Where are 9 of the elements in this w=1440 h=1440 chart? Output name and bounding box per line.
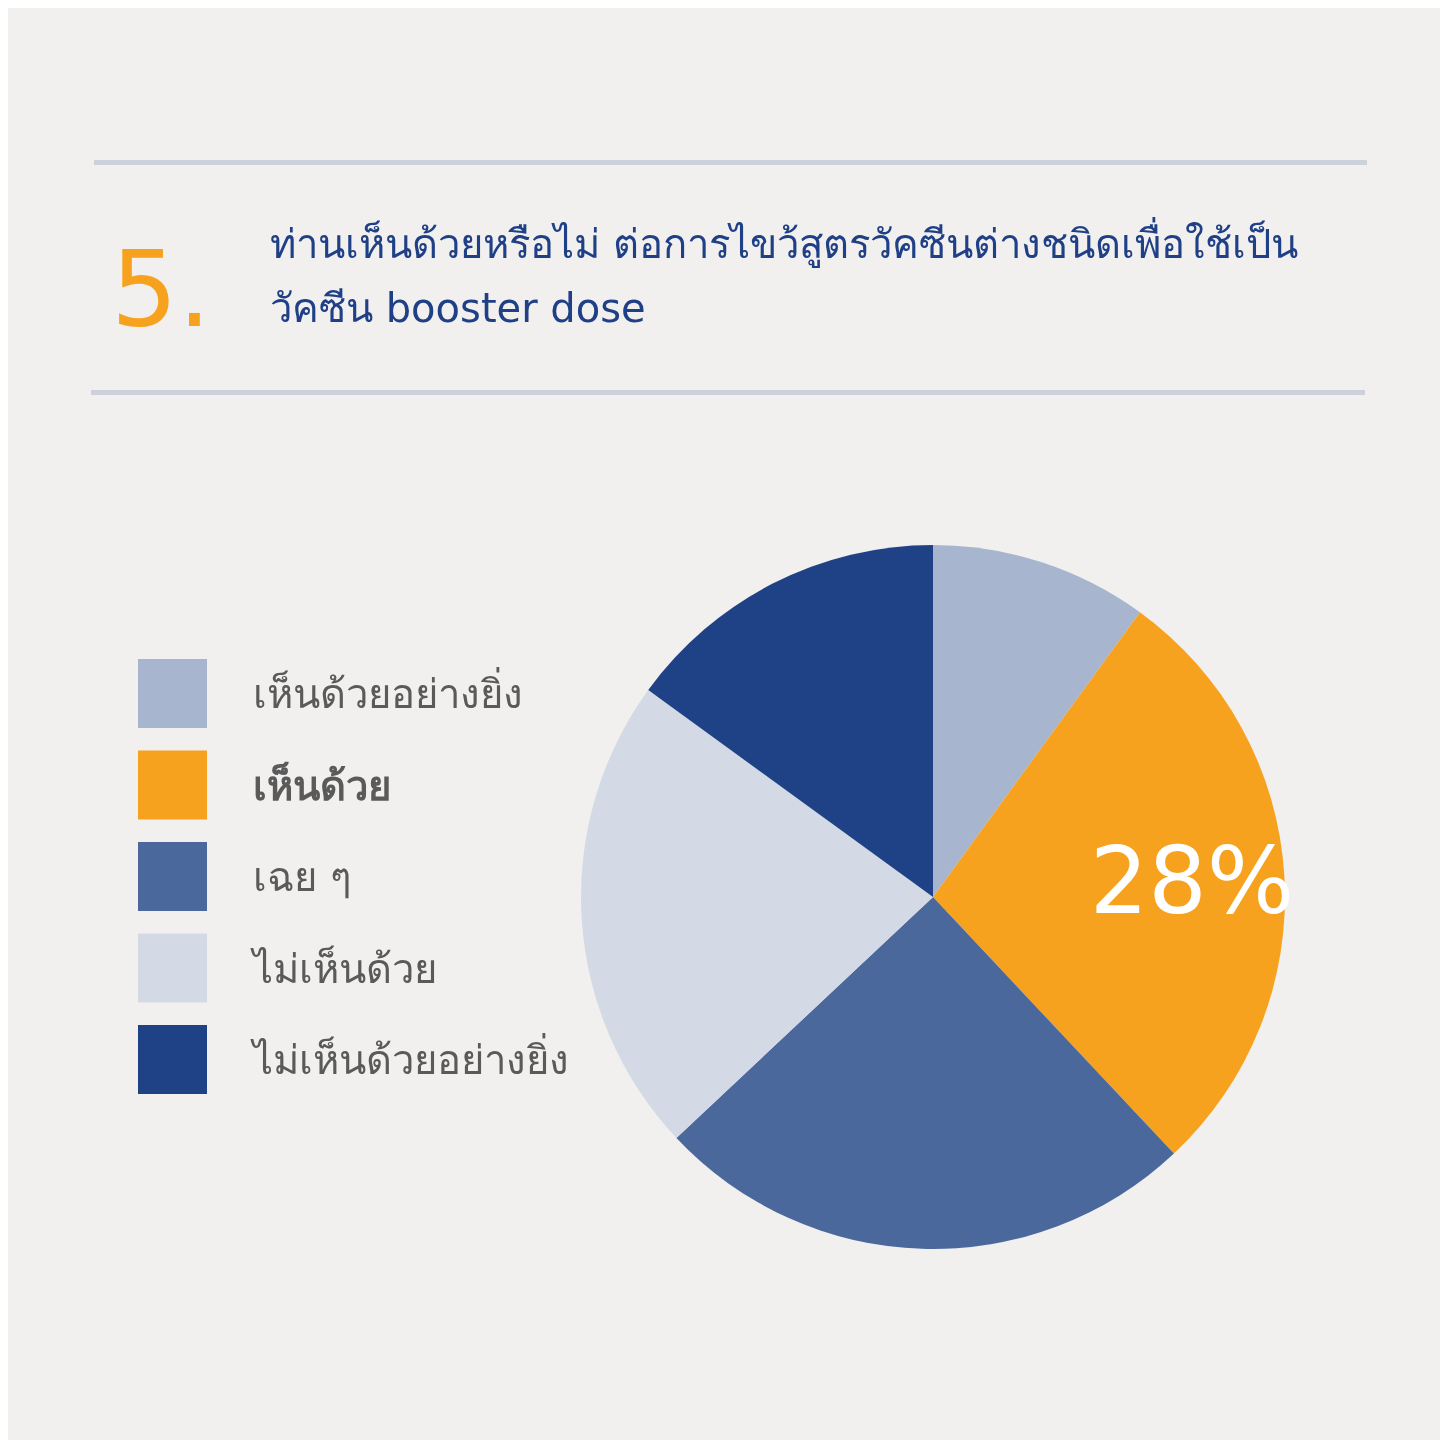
- text: 5.: [111, 229, 212, 351]
- legend-label: เห็นด้วยอย่างยิ่ง: [253, 667, 523, 717]
- pie-slice: [648, 545, 933, 897]
- pie-slice: [581, 690, 933, 1138]
- legend-label: ไม่เห็นด้วยอย่างยิ่ง: [250, 1033, 569, 1083]
- chart-title: ท่านเห็นด้วยหรือไม่ ต่อการไขว้สูตรวัคซีนต่างชนิดเพื่อใช้เป็น วัคซีน booster dose: [270, 217, 1298, 331]
- legend-label: เฉย ๆ: [253, 854, 351, 900]
- legend-label: เห็นด้วย: [253, 760, 391, 809]
- legend-label: ไม่เห็นด้วย: [250, 944, 437, 992]
